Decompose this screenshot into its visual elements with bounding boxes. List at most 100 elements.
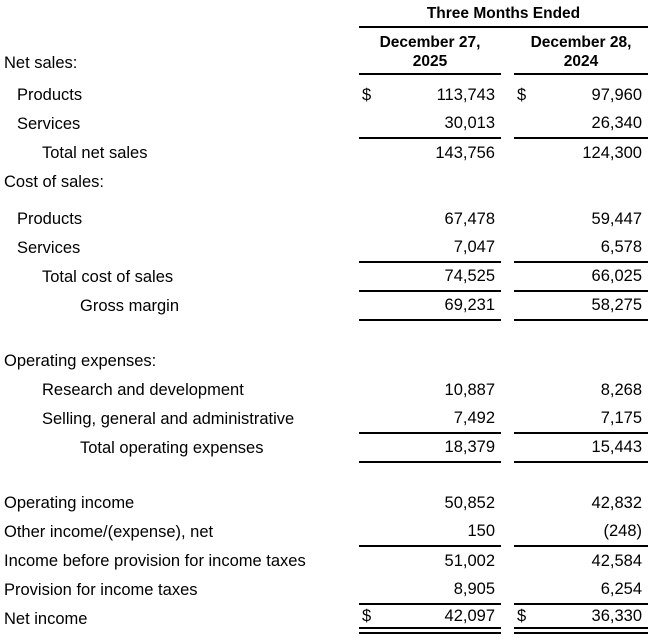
row-label: Research and development	[42, 381, 244, 399]
period-header: Three Months Ended	[359, 5, 648, 28]
row-label: Total net sales	[42, 144, 148, 162]
value-cell	[359, 347, 501, 376]
column-gap	[501, 376, 514, 405]
table-row: Cost of sales:	[4, 168, 648, 197]
value-cell: 30,013	[359, 110, 501, 139]
value: 69,231	[444, 296, 495, 314]
column-gap	[501, 489, 514, 518]
row-label: Products	[17, 210, 83, 228]
row-label: Provision for income taxes	[4, 581, 198, 599]
value-cell: 18,379	[359, 434, 501, 463]
value: 42,832	[591, 494, 642, 512]
column-gap	[501, 110, 514, 139]
value-cell: 6,254	[514, 576, 648, 605]
dollar-sign: $	[362, 86, 372, 104]
value-cell: 143,756	[359, 139, 501, 168]
value-cell: 67,478	[359, 205, 501, 234]
value-cell: 8,905	[359, 576, 501, 605]
column-gap	[501, 434, 514, 463]
value: 67,478	[444, 210, 495, 228]
value-cell: 10,887	[359, 376, 501, 405]
value-cell: 42,832	[514, 489, 648, 518]
date-line2: 2025	[412, 53, 448, 70]
value: 26,340	[591, 114, 642, 132]
value-cell: 59,447	[514, 205, 648, 234]
value: 8,905	[453, 580, 495, 598]
column-gap	[501, 139, 514, 168]
table-row: Services 7,047 6,578	[4, 234, 648, 263]
value-cell: 42,584	[514, 547, 648, 576]
column-gap	[501, 234, 514, 263]
column-header-prior-period: December 28, 2024	[514, 28, 648, 75]
value-cell: 124,300	[514, 139, 648, 168]
value: 59,447	[591, 210, 642, 228]
dollar-sign: $	[517, 606, 527, 625]
row-label: Other income/(expense), net	[4, 523, 214, 541]
row-label: Total cost of sales	[42, 268, 174, 286]
date-line1: December 28,	[530, 34, 632, 51]
value-cell	[514, 347, 648, 376]
table-row: Net income $42,097 $36,330	[4, 605, 648, 634]
value: 150	[467, 522, 495, 540]
value-cell: 8,268	[514, 376, 648, 405]
value-cell: 74,525	[359, 263, 501, 292]
value-cell: 7,175	[514, 405, 648, 434]
date-line2: 2024	[563, 53, 599, 70]
table-row: Operating income 50,852 42,832	[4, 489, 648, 518]
row-label: Selling, general and administrative	[42, 410, 295, 428]
table-row: Total operating expenses 18,379 15,443	[4, 434, 648, 463]
column-gap	[501, 347, 514, 376]
header-spacer	[4, 5, 359, 28]
value: 6,254	[600, 580, 642, 598]
value-cell: 6,578	[514, 234, 648, 263]
value-cell: $42,097	[359, 605, 501, 634]
value: 74,525	[444, 267, 495, 285]
value: 113,743	[436, 86, 495, 104]
value: 8,268	[600, 381, 642, 399]
column-gap	[501, 405, 514, 434]
value-cell: (248)	[514, 518, 648, 547]
column-gap	[501, 292, 514, 321]
date-line1: December 27,	[379, 34, 481, 51]
value-cell: 7,047	[359, 234, 501, 263]
table-row: Total net sales 143,756 124,300	[4, 139, 648, 168]
value: 143,756	[435, 144, 495, 162]
table-row: Income before provision for income taxes…	[4, 547, 648, 576]
row-label: Services	[17, 115, 81, 133]
value: 124,300	[582, 144, 642, 162]
value: 6,578	[600, 238, 642, 256]
value-cell: 66,025	[514, 263, 648, 292]
value-cell: 26,340	[514, 110, 648, 139]
column-header-row: Net sales: December 27, 2025 December 28…	[4, 28, 648, 81]
dollar-sign: $	[362, 606, 372, 625]
value-cell: 69,231	[359, 292, 501, 321]
row-label: Services	[17, 239, 81, 257]
spacer-row	[4, 197, 648, 205]
section-label-net-sales: Net sales:	[4, 54, 78, 72]
spacer-row	[4, 463, 648, 489]
row-label: Operating income	[4, 494, 135, 512]
dollar-sign: $	[517, 86, 527, 104]
value-cell: 7,492	[359, 405, 501, 434]
period-header-row: Three Months Ended	[4, 5, 648, 28]
value: 42,584	[591, 552, 642, 570]
value-cell: 15,443	[514, 434, 648, 463]
column-header-current-period: December 27, 2025	[359, 28, 501, 75]
value: 50,852	[444, 494, 495, 512]
column-gap	[501, 81, 514, 110]
value: 58,275	[591, 296, 642, 314]
row-label: Income before provision for income taxes	[4, 552, 306, 570]
value: 51,002	[444, 552, 495, 570]
table-row: Research and development 10,887 8,268	[4, 376, 648, 405]
value: 18,379	[444, 438, 495, 456]
column-gap	[501, 547, 514, 576]
value: 7,175	[600, 409, 642, 427]
value: (248)	[603, 522, 642, 540]
value-cell: $36,330	[514, 605, 648, 634]
value: 7,047	[453, 238, 495, 256]
table-row: Services 30,013 26,340	[4, 110, 648, 139]
table-row: Selling, general and administrative 7,492…	[4, 405, 648, 434]
table-row: Operating expenses:	[4, 347, 648, 376]
column-gap	[501, 168, 514, 197]
value: 30,013	[444, 114, 495, 132]
